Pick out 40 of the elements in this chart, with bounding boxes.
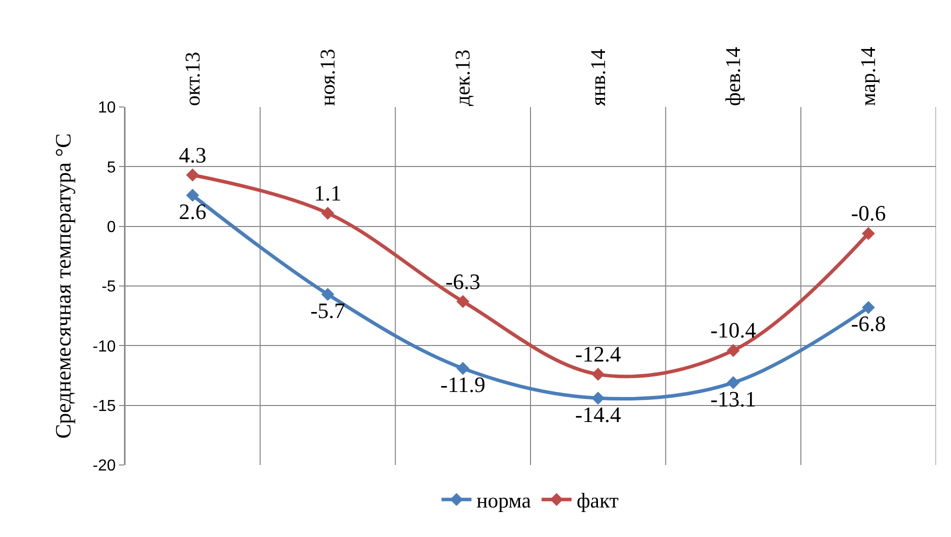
x-tick-label: янв.14 bbox=[586, 48, 610, 106]
data-label: -6.3 bbox=[446, 268, 480, 294]
x-tick-label: ноя.13 bbox=[316, 48, 340, 106]
point bbox=[726, 344, 740, 357]
point bbox=[456, 362, 470, 375]
x-tick-label: окт.13 bbox=[180, 52, 204, 106]
data-label: -14.4 bbox=[575, 402, 621, 427]
data-label: -11.9 bbox=[440, 372, 486, 398]
point bbox=[862, 226, 875, 240]
y-tick-label: 5 bbox=[106, 159, 116, 176]
x-tick-label: фев.14 bbox=[721, 46, 746, 106]
data-label: -0.6 bbox=[851, 200, 886, 226]
data-label: 2.6 bbox=[178, 199, 206, 224]
data-label: -13.1 bbox=[710, 386, 756, 412]
point bbox=[186, 168, 200, 182]
x-tick-label: мар.14 bbox=[856, 46, 880, 106]
y-tick-label: -5 bbox=[102, 278, 116, 296]
point bbox=[726, 376, 740, 390]
y-tick-label: -10 bbox=[92, 338, 116, 356]
legend-label: норма bbox=[476, 488, 532, 513]
y-tick-label: 0 bbox=[106, 218, 116, 236]
data-label: 1.1 bbox=[314, 180, 342, 206]
y-axis-title: Среднемесячная температура °C bbox=[50, 133, 76, 439]
data-label: -6.8 bbox=[851, 311, 886, 336]
point bbox=[592, 392, 605, 405]
y-tick-label: -15 bbox=[92, 398, 116, 415]
data-label: 4.3 bbox=[178, 142, 206, 168]
point bbox=[456, 295, 470, 308]
x-tick-label: дек.13 bbox=[450, 50, 475, 106]
point bbox=[321, 206, 334, 220]
data-label: -5.7 bbox=[310, 298, 346, 324]
data-label: -12.4 bbox=[575, 342, 621, 367]
point bbox=[592, 368, 605, 381]
point bbox=[321, 288, 334, 301]
point bbox=[186, 188, 200, 202]
y-tick-label: 10 bbox=[98, 100, 116, 117]
data-label: -10.4 bbox=[710, 318, 756, 343]
point bbox=[862, 300, 875, 314]
legend-label: факт bbox=[576, 488, 619, 513]
y-tick-label: -20 bbox=[92, 458, 116, 475]
